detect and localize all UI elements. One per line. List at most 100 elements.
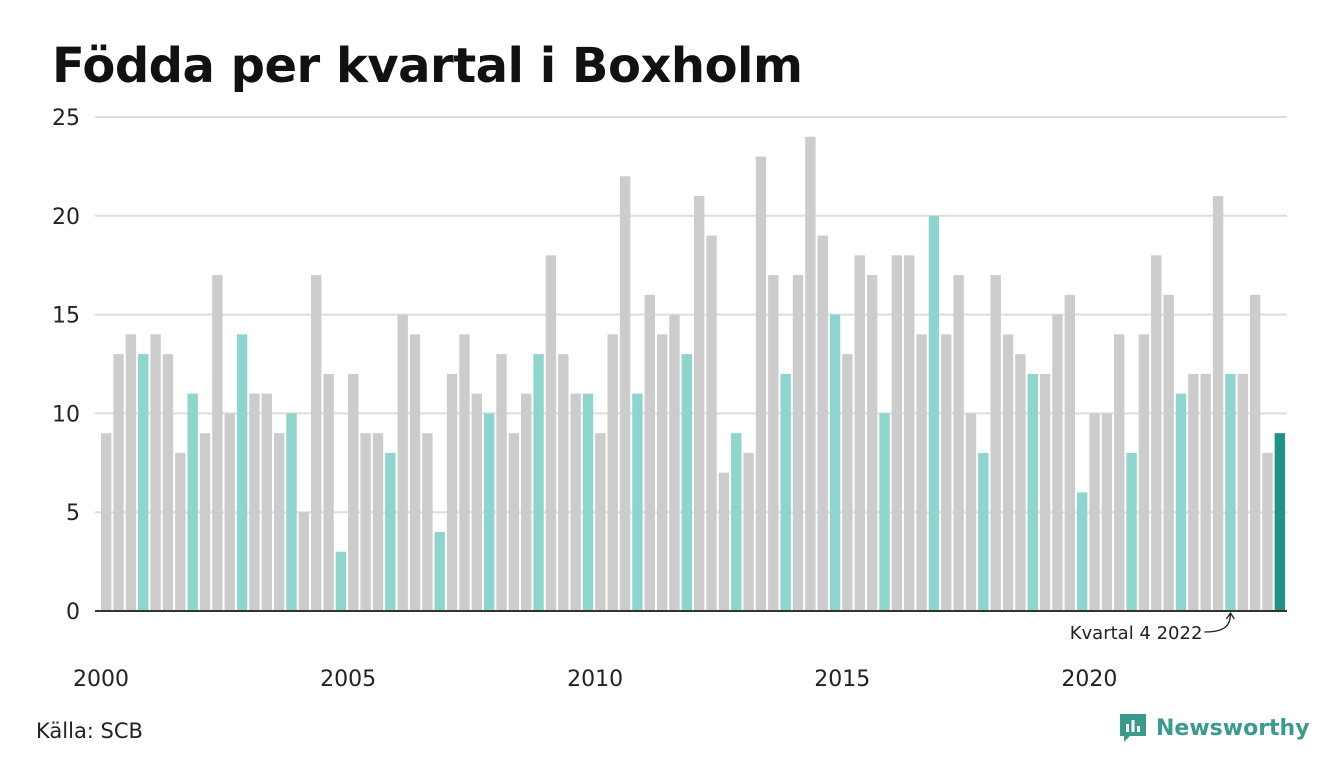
bar — [1138, 334, 1150, 611]
bar — [817, 235, 828, 611]
bar — [1076, 492, 1088, 611]
bar — [483, 413, 495, 611]
bar — [706, 235, 717, 611]
bar — [644, 294, 655, 611]
brand-logo[interactable]: Newsworthy — [1118, 712, 1310, 744]
bar — [459, 334, 470, 611]
bar — [1052, 314, 1063, 611]
bar — [273, 433, 285, 611]
bar — [607, 334, 618, 611]
x-tick-label: 2010 — [567, 667, 623, 692]
bar — [768, 275, 779, 611]
bar — [348, 373, 359, 611]
chart-title: Födda per kvartal i Boxholm — [52, 38, 803, 94]
bar — [199, 433, 211, 611]
x-tick-label: 2000 — [73, 667, 129, 692]
bar — [385, 452, 396, 611]
bar — [471, 393, 483, 611]
bar — [1114, 334, 1125, 611]
bar — [521, 393, 532, 611]
annotation-arrowhead — [1225, 611, 1235, 620]
bar — [138, 354, 149, 611]
bar — [286, 413, 297, 611]
annotation: Kvartal 4 2022 — [1070, 611, 1235, 644]
bar — [582, 393, 594, 611]
bar — [335, 551, 347, 611]
bar — [360, 433, 371, 611]
brand-name: Newsworthy — [1156, 715, 1310, 741]
bar — [1151, 255, 1162, 611]
bar — [595, 433, 606, 611]
bar — [1015, 354, 1026, 611]
bar — [570, 393, 581, 611]
bar — [446, 373, 458, 611]
bar — [1089, 413, 1100, 611]
bar — [496, 354, 507, 611]
bar — [1274, 433, 1286, 611]
bar — [842, 354, 853, 611]
bar — [236, 334, 248, 611]
bar — [681, 354, 693, 611]
bar — [656, 334, 668, 611]
bar — [829, 314, 841, 611]
bar — [1237, 373, 1248, 611]
bar — [916, 334, 927, 611]
bar — [990, 275, 1001, 611]
annotation-label: Kvartal 4 2022 — [1070, 623, 1203, 644]
bar — [545, 255, 557, 611]
bar — [113, 354, 124, 611]
bar — [755, 156, 767, 611]
bar — [422, 433, 433, 611]
bar — [780, 373, 791, 611]
bar — [533, 354, 544, 611]
y-tick-label: 25 — [52, 106, 80, 131]
bar — [718, 472, 730, 611]
bar — [397, 314, 408, 611]
bar — [866, 275, 878, 611]
x-tick-label: 2005 — [320, 667, 376, 692]
chart-logo-icon — [1120, 714, 1146, 742]
bar — [1212, 196, 1224, 612]
bar — [434, 531, 445, 611]
bar — [508, 433, 520, 611]
bar — [1101, 413, 1113, 611]
bar — [150, 334, 161, 611]
bar — [212, 275, 223, 611]
x-axis-ticks: 2000 2005 2010 2015 2020 — [73, 667, 1117, 692]
y-tick-label: 5 — [66, 501, 80, 526]
bar — [891, 255, 903, 611]
bar — [261, 393, 272, 611]
bar — [1064, 294, 1076, 611]
bar — [854, 255, 865, 611]
bar — [743, 452, 754, 611]
bar — [1188, 373, 1199, 611]
bar — [941, 334, 952, 611]
bar — [323, 373, 334, 611]
bar — [1126, 452, 1137, 611]
bar — [162, 354, 174, 611]
bar — [409, 334, 421, 611]
bar — [1002, 334, 1014, 611]
bar — [1163, 294, 1174, 611]
source-note: Källa: SCB — [36, 719, 143, 743]
bar — [978, 452, 989, 611]
bar — [805, 136, 816, 611]
bar — [1262, 452, 1273, 611]
bar — [965, 413, 977, 611]
bar — [125, 334, 137, 611]
y-tick-label: 20 — [52, 205, 80, 230]
bar — [101, 433, 112, 611]
bar — [731, 433, 742, 611]
bar — [879, 413, 890, 611]
bar — [175, 452, 186, 611]
bar — [558, 354, 569, 611]
y-tick-label: 15 — [52, 304, 80, 329]
bar — [669, 314, 680, 611]
bar — [792, 275, 804, 611]
bar — [928, 215, 940, 612]
y-tick-label: 0 — [66, 600, 80, 625]
annotation-arrow — [1204, 613, 1232, 633]
bar — [1175, 393, 1187, 611]
bar — [694, 196, 705, 612]
